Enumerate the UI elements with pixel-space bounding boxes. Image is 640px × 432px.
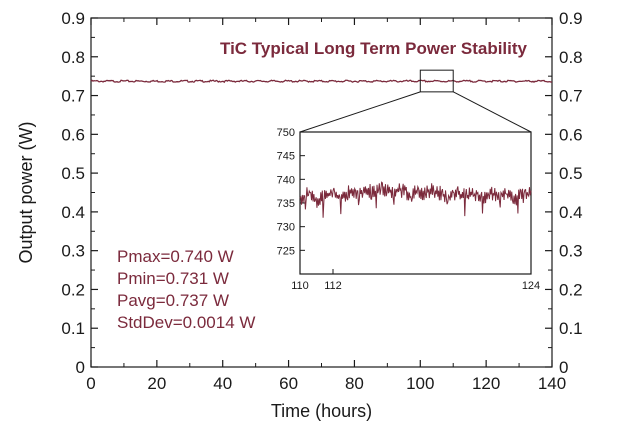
y-tick-label: 0.3 [61, 242, 85, 261]
x-tick-label: 60 [279, 374, 298, 393]
y-tick-label-right: 0.4 [559, 203, 583, 222]
x-tick-label: 80 [345, 374, 364, 393]
y-tick-label: 0.2 [61, 280, 85, 299]
y-tick-label-right: 0 [559, 358, 568, 377]
inset-y-tick-label: 750 [277, 127, 295, 139]
y-tick-label: 0 [76, 358, 85, 377]
y-tick-label-right: 0.5 [559, 164, 583, 183]
inset-y-tick-label: 730 [277, 222, 295, 234]
y-tick-label: 0.6 [61, 125, 85, 144]
y-tick-label-right: 0.7 [559, 87, 583, 106]
y-tick-label-right: 0.1 [559, 319, 583, 338]
y-tick-label: 0.8 [61, 48, 85, 67]
inset-x-tick-label: 124 [522, 280, 540, 292]
stat-annotation: Pmin=0.731 W [117, 269, 229, 288]
main-series-line [90, 79, 553, 84]
inset-y-tick-label: 745 [277, 151, 295, 163]
y-tick-label-right: 0.9 [559, 9, 583, 28]
inset-x-tick-label: 112 [324, 280, 342, 292]
inset-frame [299, 131, 532, 275]
x-tick-label: 120 [472, 374, 500, 393]
zoom-box [419, 69, 454, 93]
x-tick-label: 0 [86, 374, 95, 393]
x-axis-title: Time (hours) [271, 401, 372, 421]
stat-annotation: Pavg=0.737 W [117, 291, 229, 310]
y-tick-label-right: 0.8 [559, 48, 583, 67]
x-tick-label: 140 [538, 374, 566, 393]
chart-title: TiC Typical Long Term Power Stability [220, 39, 528, 58]
x-tick-label: 20 [147, 374, 166, 393]
inset-x-tick-label: 110 [291, 280, 309, 292]
inset-y-tick-label: 740 [277, 174, 295, 186]
inset-y-tick-label: 725 [277, 245, 295, 257]
y-tick-label-right: 0.2 [559, 280, 583, 299]
y-tick-label-right: 0.3 [559, 242, 583, 261]
y-tick-label-right: 0.6 [559, 125, 583, 144]
y-tick-label: 0.1 [61, 319, 85, 338]
y-axis-title: Output power (W) [16, 121, 36, 263]
y-tick-label: 0.7 [61, 87, 85, 106]
stat-annotation: StdDev=0.0014 W [117, 313, 255, 332]
zoom-connector-right [452, 91, 532, 133]
y-tick-label: 0.5 [61, 164, 85, 183]
x-tick-label: 40 [213, 374, 232, 393]
y-tick-label: 0.9 [61, 9, 85, 28]
zoom-connector-left [299, 91, 421, 133]
inset-y-tick-label: 735 [277, 198, 295, 210]
stat-annotation: Pmax=0.740 W [117, 247, 234, 266]
x-tick-label: 100 [406, 374, 434, 393]
y-tick-label: 0.4 [61, 203, 85, 222]
inset-series-line [299, 181, 532, 218]
